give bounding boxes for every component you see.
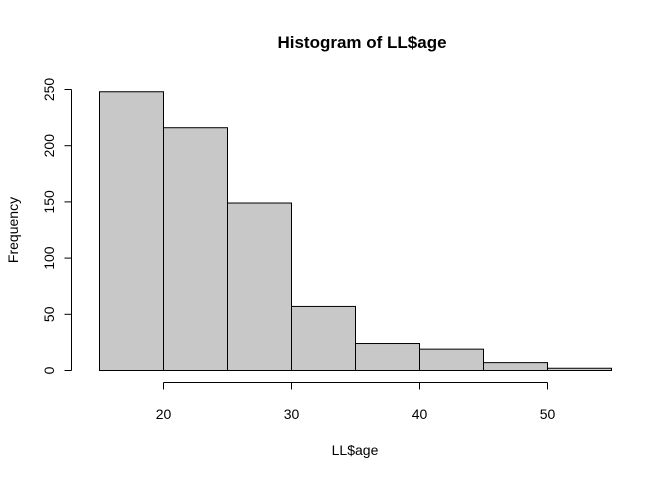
- histogram-bar-4: [291, 305, 356, 372]
- y-tick-label-0: 0: [41, 366, 57, 374]
- chart-title: Histogram of LL$age: [277, 33, 446, 52]
- histogram-bar-8: [547, 367, 612, 372]
- histogram-bar-5: [355, 343, 420, 371]
- y-axis-label: Frequency: [5, 197, 21, 263]
- histogram-bar-1: [99, 91, 164, 372]
- x-tick-label-30: 30: [284, 406, 300, 422]
- x-tick-label-50: 50: [540, 406, 556, 422]
- x-axis: 20 30 40 50: [156, 382, 556, 422]
- bars-group: [99, 91, 612, 372]
- histogram-bar-7: [483, 362, 548, 371]
- y-tick-label-50: 50: [41, 306, 57, 322]
- y-tick-label-100: 100: [41, 246, 57, 270]
- histogram-bar-3: [227, 202, 292, 371]
- y-tick-label-250: 250: [41, 78, 57, 102]
- histogram-bar-2: [163, 127, 228, 371]
- x-tick-label-40: 40: [412, 406, 428, 422]
- y-axis: 0 50 100 150 200 250: [41, 78, 72, 374]
- y-tick-label-150: 150: [41, 190, 57, 214]
- histogram-bar-6: [419, 348, 484, 372]
- y-tick-label-200: 200: [41, 134, 57, 158]
- x-tick-label-20: 20: [156, 406, 172, 422]
- x-axis-label: LL$age: [332, 442, 379, 458]
